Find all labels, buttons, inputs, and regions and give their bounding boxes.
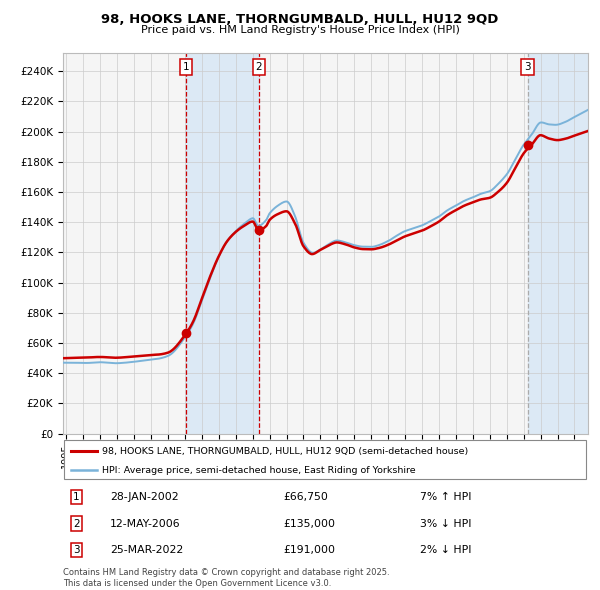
- Text: 3% ↓ HPI: 3% ↓ HPI: [420, 519, 472, 529]
- Text: £66,750: £66,750: [284, 492, 328, 502]
- Text: 1: 1: [73, 492, 79, 502]
- Bar: [186, 53, 259, 434]
- Text: 7% ↑ HPI: 7% ↑ HPI: [420, 492, 472, 502]
- Text: 25-MAR-2022: 25-MAR-2022: [110, 545, 184, 555]
- Text: Contains HM Land Registry data © Crown copyright and database right 2025.
This d: Contains HM Land Registry data © Crown c…: [63, 568, 389, 588]
- Bar: [527, 53, 588, 434]
- Text: 98, HOOKS LANE, THORNGUMBALD, HULL, HU12 9QD (semi-detached house): 98, HOOKS LANE, THORNGUMBALD, HULL, HU12…: [103, 447, 469, 455]
- Text: 2% ↓ HPI: 2% ↓ HPI: [420, 545, 472, 555]
- Text: 98, HOOKS LANE, THORNGUMBALD, HULL, HU12 9QD: 98, HOOKS LANE, THORNGUMBALD, HULL, HU12…: [101, 13, 499, 26]
- Text: 1: 1: [183, 62, 190, 72]
- Text: HPI: Average price, semi-detached house, East Riding of Yorkshire: HPI: Average price, semi-detached house,…: [103, 466, 416, 475]
- Text: 2: 2: [73, 519, 79, 529]
- FancyBboxPatch shape: [64, 441, 586, 478]
- Text: 2: 2: [256, 62, 262, 72]
- Text: 28-JAN-2002: 28-JAN-2002: [110, 492, 179, 502]
- Text: £191,000: £191,000: [284, 545, 335, 555]
- Text: Price paid vs. HM Land Registry's House Price Index (HPI): Price paid vs. HM Land Registry's House …: [140, 25, 460, 35]
- Text: 12-MAY-2006: 12-MAY-2006: [110, 519, 181, 529]
- Text: £135,000: £135,000: [284, 519, 335, 529]
- Text: 3: 3: [73, 545, 79, 555]
- Text: 3: 3: [524, 62, 531, 72]
